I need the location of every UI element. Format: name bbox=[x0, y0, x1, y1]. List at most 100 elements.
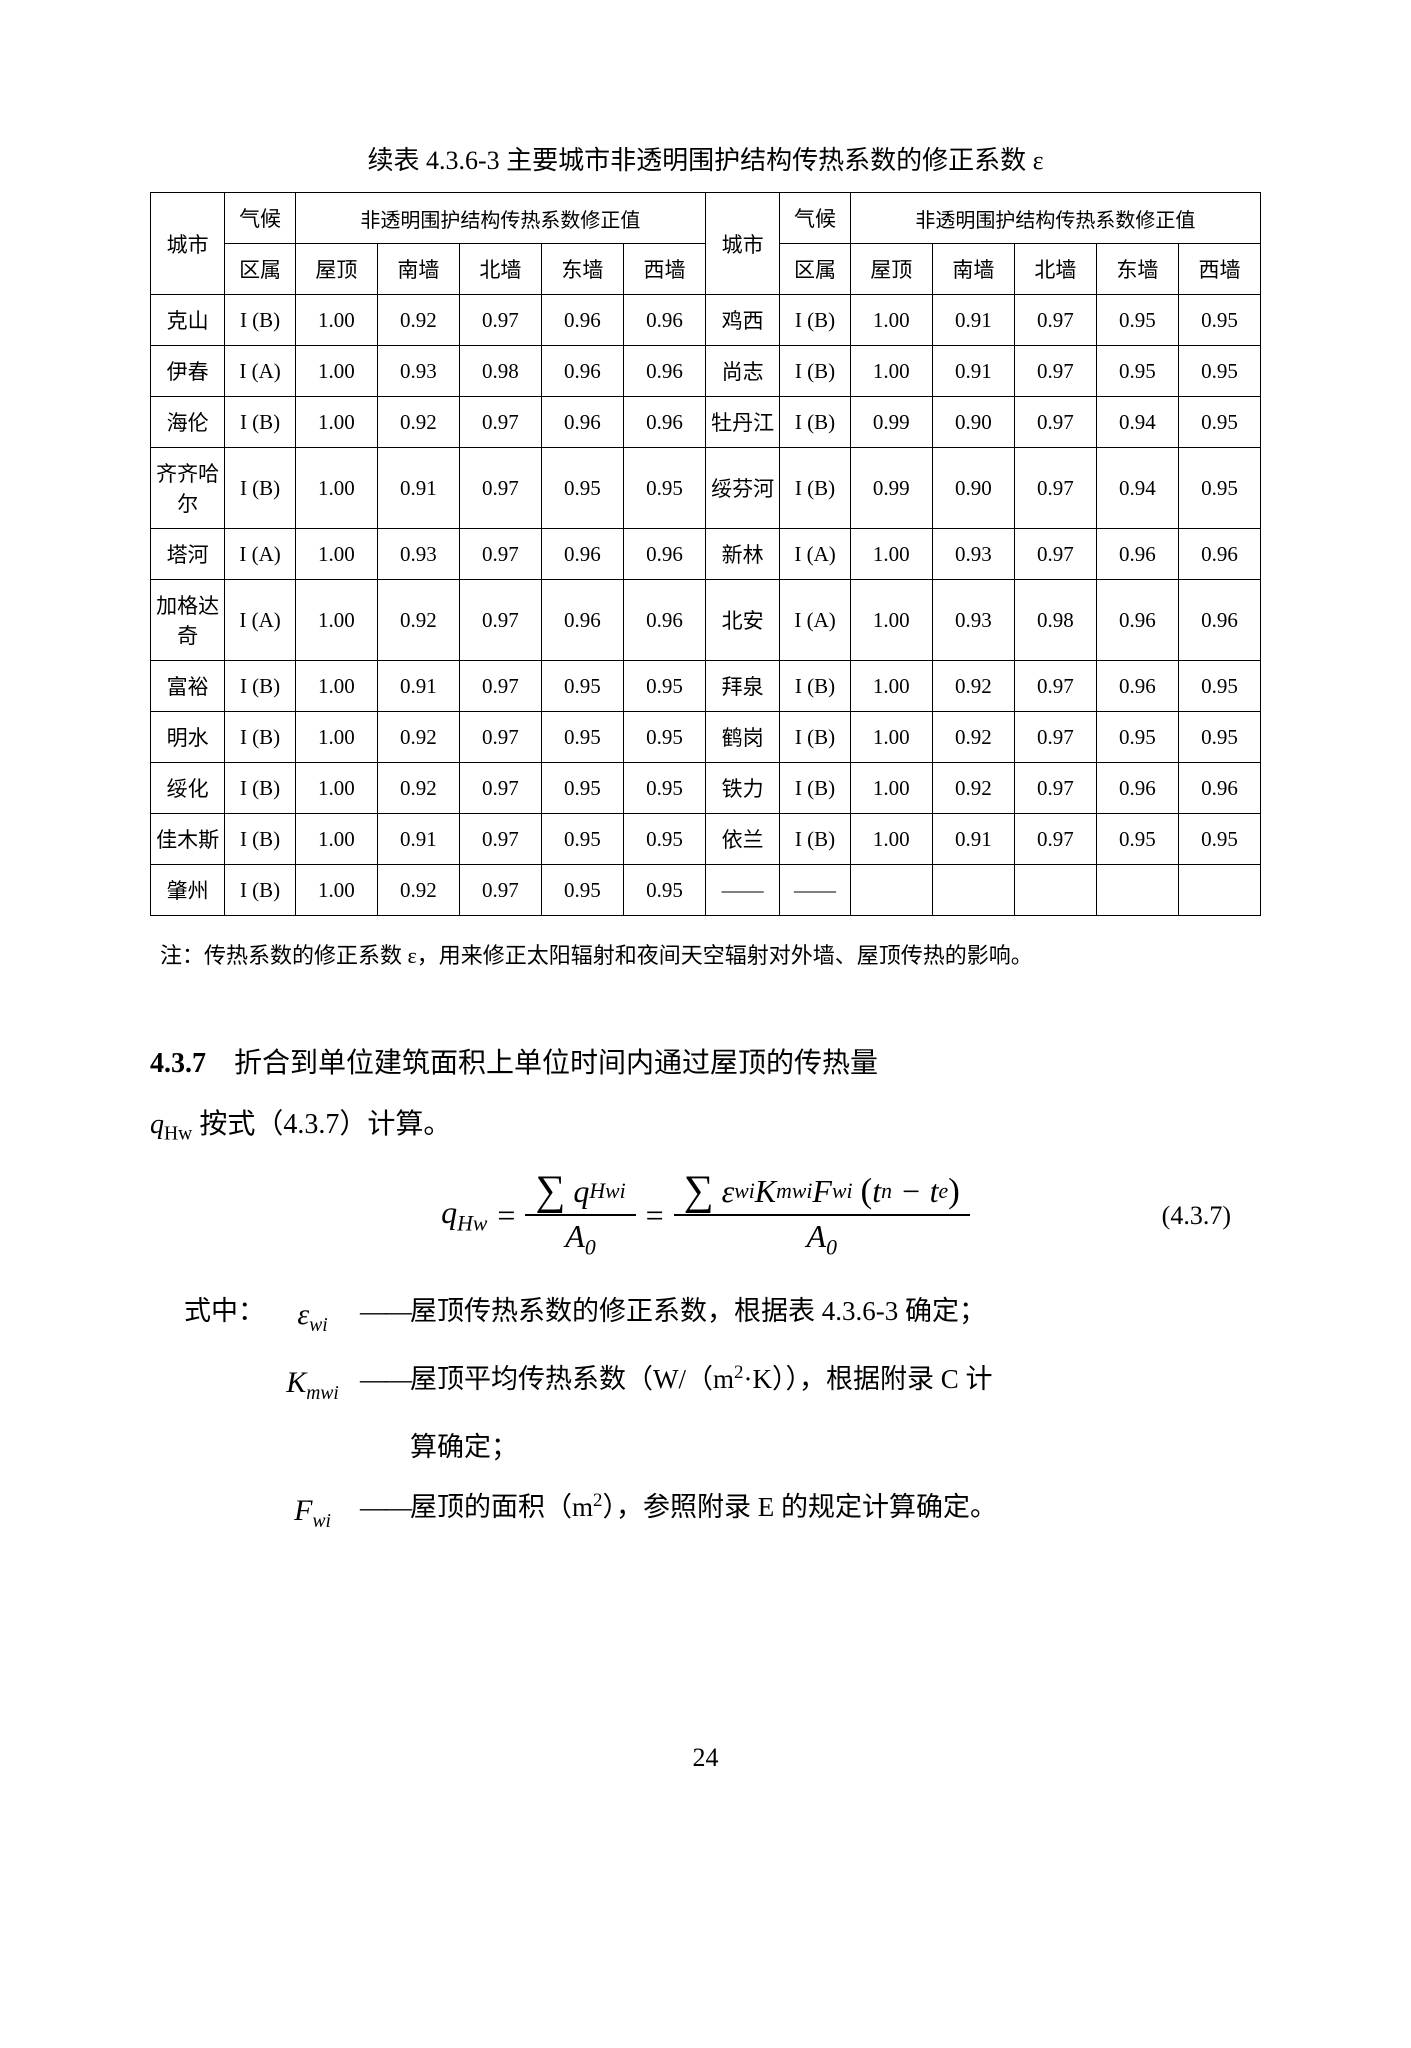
table-cell: 0.97 bbox=[459, 763, 541, 814]
table-cell: 1.00 bbox=[850, 295, 932, 346]
th-col-2: 北墙 bbox=[459, 244, 541, 295]
table-cell: 0.94 bbox=[1096, 448, 1178, 529]
where-label bbox=[150, 1351, 265, 1415]
table-cell: 尚志 bbox=[705, 346, 779, 397]
section-heading: 4.3.7 折合到单位建筑面积上单位时间内通过屋顶的传热量 bbox=[150, 1036, 1261, 1092]
table-cell: 0.97 bbox=[1014, 448, 1096, 529]
table-cell: 0.92 bbox=[932, 763, 1014, 814]
table-cell: 0.95 bbox=[541, 712, 623, 763]
table-cell: 齐齐哈尔 bbox=[151, 448, 225, 529]
th-col-4: 西墙 bbox=[623, 244, 705, 295]
table-cell: 0.95 bbox=[1178, 661, 1260, 712]
table-cell: 0.96 bbox=[1096, 529, 1178, 580]
table-cell: I (B) bbox=[780, 712, 850, 763]
table-cell: 0.95 bbox=[541, 661, 623, 712]
where-block: 式中：εwi——屋顶传热系数的修正系数，根据表 4.3.6-3 确定；Kmwi—… bbox=[150, 1283, 1261, 1544]
table-cell: 0.99 bbox=[850, 448, 932, 529]
table-cell: 0.95 bbox=[1096, 814, 1178, 865]
th-zone-top-2: 气候 bbox=[780, 193, 850, 244]
th-col-0: 屋顶 bbox=[295, 244, 377, 295]
table-cell: 绥芬河 bbox=[705, 448, 779, 529]
table-cell: I (B) bbox=[225, 397, 295, 448]
table-cell: 0.96 bbox=[541, 580, 623, 661]
where-desc: 屋顶平均传热系数（W/（m2·K）），根据附录 C 计 bbox=[410, 1351, 1261, 1415]
table-cell: —— bbox=[705, 865, 779, 916]
table-cell: 0.95 bbox=[623, 865, 705, 916]
where-row: Fwi——屋顶的面积（m2），参照附录 E 的规定计算确定。 bbox=[150, 1479, 1261, 1543]
table-caption: 续表 4.3.6-3 主要城市非透明围护结构传热系数的修正系数 ε bbox=[150, 140, 1261, 177]
section-number: 4.3.7 bbox=[150, 1048, 206, 1079]
table-cell: 0.99 bbox=[850, 397, 932, 448]
table-cell: 0.97 bbox=[459, 448, 541, 529]
where-symbol: Kmwi bbox=[265, 1351, 360, 1415]
table-cell: 1.00 bbox=[850, 814, 932, 865]
table-cell: 铁力 bbox=[705, 763, 779, 814]
table-cell: 0.96 bbox=[541, 346, 623, 397]
table-cell: 0.96 bbox=[1178, 529, 1260, 580]
where-row: 式中：εwi——屋顶传热系数的修正系数，根据表 4.3.6-3 确定； bbox=[150, 1283, 1261, 1347]
table-cell bbox=[850, 865, 932, 916]
table-cell: 1.00 bbox=[295, 346, 377, 397]
table-cell: 0.97 bbox=[459, 295, 541, 346]
table-cell: 0.96 bbox=[1178, 763, 1260, 814]
table-cell: 1.00 bbox=[850, 712, 932, 763]
table-cell: 0.95 bbox=[623, 661, 705, 712]
table-cell: I (B) bbox=[780, 397, 850, 448]
table-cell: 0.95 bbox=[1178, 397, 1260, 448]
th-city: 城市 bbox=[151, 193, 225, 295]
table-cell: 0.95 bbox=[1178, 814, 1260, 865]
table-cell: 0.90 bbox=[932, 397, 1014, 448]
table-cell: 0.97 bbox=[1014, 814, 1096, 865]
table-cell: 0.92 bbox=[932, 661, 1014, 712]
q-subscript: Hw bbox=[164, 1123, 192, 1144]
th-zone-bot: 区属 bbox=[225, 244, 295, 295]
formula-row: qHw = ∑ qHwi A0 = ∑ εwiKmwiFwi (tn − te)… bbox=[150, 1168, 1261, 1262]
th-col-1b: 南墙 bbox=[932, 244, 1014, 295]
table-cell: I (B) bbox=[225, 661, 295, 712]
table-cell: 北安 bbox=[705, 580, 779, 661]
where-row-cont: 算确定； bbox=[150, 1419, 1261, 1476]
where-dash: —— bbox=[360, 1479, 410, 1543]
table-cell: 1.00 bbox=[295, 865, 377, 916]
table-cell: 0.97 bbox=[1014, 661, 1096, 712]
formula-number: (4.3.7) bbox=[1162, 1201, 1231, 1231]
table-row: 齐齐哈尔I (B)1.000.910.970.950.95绥芬河I (B)0.9… bbox=[151, 448, 1261, 529]
table-cell: I (B) bbox=[780, 295, 850, 346]
table-cell: 0.95 bbox=[1096, 346, 1178, 397]
table-cell: 依兰 bbox=[705, 814, 779, 865]
table-cell: 1.00 bbox=[295, 397, 377, 448]
table-cell: 0.95 bbox=[1178, 448, 1260, 529]
table-cell: 0.91 bbox=[932, 346, 1014, 397]
table-cell: 0.95 bbox=[1096, 295, 1178, 346]
table-cell: 0.98 bbox=[1014, 580, 1096, 661]
table-cell: I (B) bbox=[780, 661, 850, 712]
table-row: 富裕I (B)1.000.910.970.950.95拜泉I (B)1.000.… bbox=[151, 661, 1261, 712]
table-cell: I (A) bbox=[225, 529, 295, 580]
th-group-1: 非透明围护结构传热系数修正值 bbox=[295, 193, 705, 244]
table-cell: 1.00 bbox=[295, 763, 377, 814]
th-col-0b: 屋顶 bbox=[850, 244, 932, 295]
table-cell: 0.93 bbox=[377, 346, 459, 397]
table-cell: 0.97 bbox=[1014, 529, 1096, 580]
table-cell: 明水 bbox=[151, 712, 225, 763]
table-cell: 0.93 bbox=[932, 580, 1014, 661]
table-cell: 0.92 bbox=[377, 712, 459, 763]
table-note: 注：传热系数的修正系数 ε，用来修正太阳辐射和夜间天空辐射对外墙、屋顶传热的影响… bbox=[150, 936, 1261, 976]
table-cell: 绥化 bbox=[151, 763, 225, 814]
table-cell: I (B) bbox=[780, 763, 850, 814]
table-cell: I (B) bbox=[780, 346, 850, 397]
table-cell: I (B) bbox=[225, 712, 295, 763]
th-city-2: 城市 bbox=[705, 193, 779, 295]
table-cell: 0.96 bbox=[1178, 580, 1260, 661]
where-symbol: Fwi bbox=[265, 1479, 360, 1543]
table-row: 伊春I (A)1.000.930.980.960.96尚志I (B)1.000.… bbox=[151, 346, 1261, 397]
table-cell: 0.97 bbox=[459, 661, 541, 712]
table-cell: 0.97 bbox=[1014, 763, 1096, 814]
table-cell: 拜泉 bbox=[705, 661, 779, 712]
table-cell: 0.97 bbox=[459, 580, 541, 661]
section-text-b: 按式（4.3.7）计算。 bbox=[199, 1109, 451, 1140]
table-cell: 1.00 bbox=[295, 295, 377, 346]
table-cell: 0.94 bbox=[1096, 397, 1178, 448]
table-cell: I (B) bbox=[225, 763, 295, 814]
table-row: 肇州I (B)1.000.920.970.950.95———— bbox=[151, 865, 1261, 916]
